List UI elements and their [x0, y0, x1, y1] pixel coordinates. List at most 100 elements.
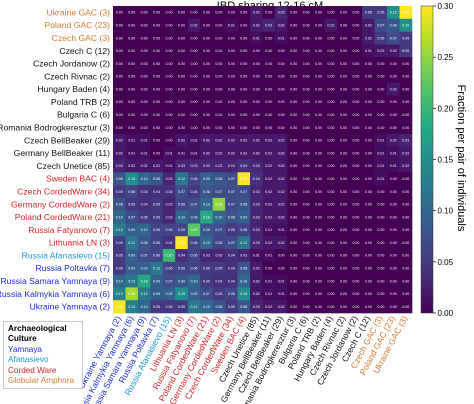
cell-value-label: 0.00 [390, 267, 397, 271]
heatmap-cell [362, 18, 375, 32]
heatmap-cell [374, 18, 388, 32]
row-label: Ukraine GAC (3) [46, 7, 110, 17]
cell-value-label: 0.03 [265, 23, 272, 27]
cell-value-label: 0.00 [153, 87, 160, 91]
cell-value-label: 0.00 [153, 36, 160, 40]
cell-value-label: 0.00 [365, 139, 372, 143]
heatmap-cell [150, 44, 164, 58]
cell-value-label: 0.00 [178, 23, 185, 27]
cell-value-label: 0.00 [340, 126, 347, 130]
row-label: Russia Afanasievo (15) [22, 250, 111, 260]
cell-value-label: 0.00 [215, 126, 222, 130]
heatmap-cell [387, 18, 400, 32]
cell-value-label: 0.00 [328, 305, 335, 309]
heatmap-cell [187, 159, 201, 173]
heatmap-cell [175, 172, 189, 186]
cell-value-label: 0.00 [215, 62, 222, 66]
cell-value-label: 0.10 [190, 279, 197, 283]
row-label: Russia Kalmykia Yamnaya (6) [0, 289, 110, 299]
heatmap-cell [399, 210, 413, 224]
heatmap-cell [374, 159, 388, 173]
cell-value-label: 0.08 [215, 177, 222, 181]
cell-value-label: 0.00 [328, 113, 335, 117]
cell-value-label: 0.04 [215, 279, 222, 283]
heatmap-cell [162, 274, 176, 288]
row-label: Czech GAC (3) [52, 33, 110, 43]
heatmap-cell [262, 300, 276, 314]
cell-value-label: 0.00 [315, 228, 322, 232]
cell-value-label: 0.00 [253, 126, 260, 130]
cell-value-label: 0.00 [352, 177, 359, 181]
cell-value-label: 0.01 [278, 228, 285, 232]
heatmap-cell [349, 133, 363, 148]
cell-value-label: 0.02 [253, 267, 260, 271]
cell-value-label: 0.00 [365, 241, 372, 245]
heatmap-cell [362, 121, 375, 135]
heatmap-cell [150, 197, 164, 211]
cell-value-label: 0.00 [228, 113, 235, 117]
cell-value-label: 0.00 [278, 126, 285, 130]
cell-value-label: 0.02 [377, 49, 384, 53]
cell-value-label: 0.06 [178, 267, 185, 271]
heatmap-cell [387, 6, 400, 20]
heatmap-cell [387, 287, 400, 301]
heatmap-cell [324, 82, 338, 96]
cell-value-label: 0.00 [402, 279, 409, 283]
heatmap-cell [200, 236, 213, 250]
cell-value-label: 0.07 [228, 177, 235, 181]
cell-value-label: 0.12 [240, 241, 247, 245]
heatmap-cell [187, 249, 201, 263]
cell-value-label: 0.02 [265, 190, 272, 194]
cell-value-label: 0.07 [228, 190, 235, 194]
heatmap-cell [162, 287, 176, 301]
heatmap-cell [113, 44, 126, 58]
legend-title-line-2: Culture [8, 334, 37, 344]
heatmap-cell [237, 44, 251, 58]
heatmap-cell [200, 6, 213, 20]
cell-value-label: 0.00 [178, 49, 185, 53]
cell-value-label: 0.00 [290, 100, 297, 104]
cell-value-label: 0.00 [116, 100, 123, 104]
heatmap-cell [362, 185, 375, 199]
cell-value-label: 0.00 [328, 126, 335, 130]
cell-value-label: 0.00 [377, 305, 384, 309]
cell-value-label: 0.00 [340, 228, 347, 232]
heatmap-cell [312, 249, 326, 263]
heatmap-cell [287, 18, 301, 32]
cell-value-label: 0.00 [278, 49, 285, 53]
cell-value-label: 0.05 [190, 190, 197, 194]
cell-value-label: 0.12 [178, 177, 185, 181]
heatmap-cell [324, 31, 338, 45]
heatmap-cell [387, 121, 400, 135]
heatmap-cell [274, 146, 288, 160]
cell-value-label: 0.00 [253, 113, 260, 117]
heatmap-cell [225, 108, 238, 122]
cell-value-label: 0.02 [390, 49, 397, 53]
cell-value-label: 0.00 [153, 75, 160, 79]
cell-value-label: 0.00 [328, 62, 335, 66]
heatmap-cell [250, 185, 263, 199]
cell-value-label: 0.00 [240, 62, 247, 66]
heatmap-cell [125, 197, 139, 211]
cell-value-label: 0.07 [166, 279, 173, 283]
heatmap-cell [175, 287, 189, 301]
heatmap-cell [262, 133, 276, 148]
heatmap-cell [399, 57, 413, 71]
heatmap-cell [113, 223, 126, 237]
heatmap-cell [225, 197, 238, 211]
heatmap-cell [287, 236, 301, 250]
cell-value-label: 0.00 [377, 62, 384, 66]
cell-value-label: 0.05 [377, 36, 384, 40]
heatmap-cell [324, 69, 338, 84]
cell-value-label: 0.07 [390, 36, 397, 40]
heatmap-cell [362, 6, 375, 20]
cell-value-label: 0.00 [340, 113, 347, 117]
cell-value-label: 0.09 [128, 267, 135, 271]
heatmap-cell [299, 6, 313, 20]
heatmap-cell [287, 172, 301, 186]
heatmap-cell [237, 82, 251, 96]
heatmap-cell [312, 31, 326, 45]
heatmap-cell [237, 261, 251, 275]
cell-value-label: 0.00 [377, 241, 384, 245]
heatmap-cell [200, 185, 213, 199]
